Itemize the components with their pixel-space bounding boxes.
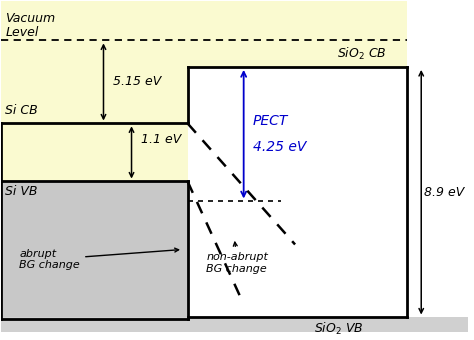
Bar (0, 318, 468, 333)
Bar (188, 1, 407, 67)
Text: PECT: PECT (253, 114, 288, 128)
Text: abrupt
BG change: abrupt BG change (19, 248, 179, 270)
Text: $\mathit{SiO_2}$ VB: $\mathit{SiO_2}$ VB (314, 321, 363, 337)
Text: Level: Level (5, 26, 39, 38)
Bar (188, 67, 407, 318)
Text: Si CB: Si CB (5, 104, 38, 117)
Text: $\mathit{SiO_2}$ CB: $\mathit{SiO_2}$ CB (337, 46, 387, 62)
Bar (0, 1, 188, 182)
Bar (188, 318, 407, 333)
Text: 1.1 eV: 1.1 eV (141, 133, 181, 146)
Text: Si VB: Si VB (5, 185, 38, 198)
Text: 5.15 eV: 5.15 eV (113, 75, 161, 88)
Bar (0, 182, 188, 333)
Text: non-abrupt
BG change: non-abrupt BG change (206, 242, 268, 273)
Text: Vacuum: Vacuum (5, 12, 55, 25)
Text: 4.25 eV: 4.25 eV (253, 140, 306, 154)
Text: 8.9 eV: 8.9 eV (424, 186, 464, 199)
